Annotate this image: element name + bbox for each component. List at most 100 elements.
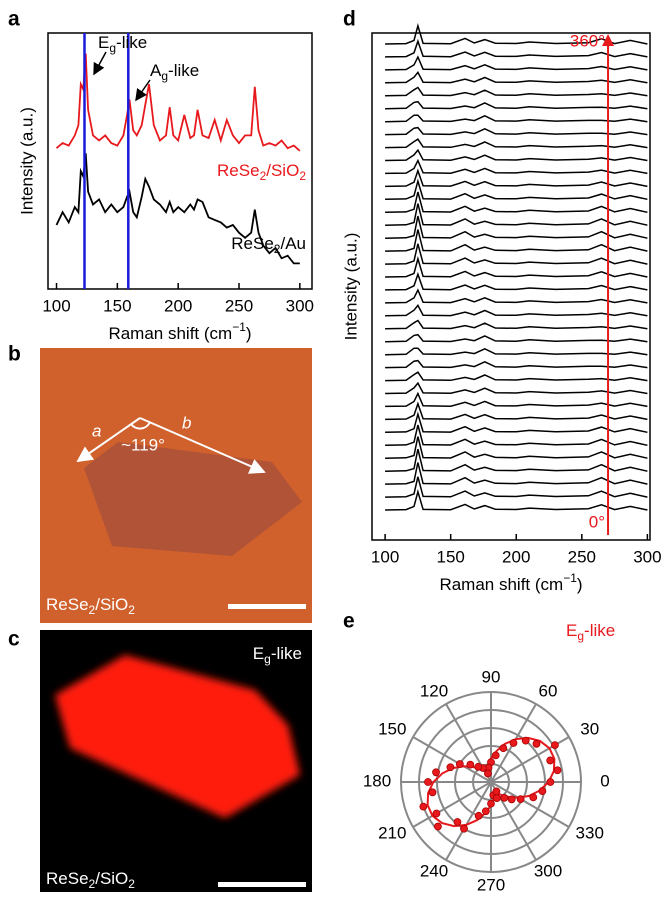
scale-bar xyxy=(218,882,306,887)
angle-arc xyxy=(130,421,151,430)
theta-tick-label: 180 xyxy=(363,771,391,790)
data-point xyxy=(474,811,483,820)
data-point xyxy=(453,818,462,826)
data-point xyxy=(538,787,547,795)
data-point xyxy=(492,787,501,796)
text-part: ) xyxy=(577,575,583,594)
data-point xyxy=(446,763,455,772)
spectrum-line xyxy=(385,178,648,201)
supscript: −1 xyxy=(232,320,246,334)
spectrum-line xyxy=(385,86,648,97)
radial-grid-line xyxy=(490,781,570,828)
data-point xyxy=(460,824,468,833)
ring-grid-line xyxy=(418,709,564,855)
text-part: E xyxy=(566,621,577,640)
spectrum-line xyxy=(385,304,648,317)
theta-tick-label: 60 xyxy=(539,681,558,700)
data-point xyxy=(419,802,428,811)
angle-label: ~119° xyxy=(121,435,165,454)
text-part: /SiO xyxy=(95,869,128,888)
text-part: /Au xyxy=(280,234,306,253)
data-point xyxy=(521,736,530,745)
plot-frame xyxy=(371,32,651,541)
x-tick-label: 250 xyxy=(225,296,253,315)
theta-tick-label: 120 xyxy=(420,681,448,700)
text-part: ReSe xyxy=(46,869,89,888)
theta-tick-label: 240 xyxy=(420,862,448,881)
spectrum-line xyxy=(385,138,648,149)
spectrum-line xyxy=(385,126,648,136)
caption: ReSe2/SiO2 xyxy=(46,595,135,617)
y-axis-label: Intensity (a.u.) xyxy=(17,107,36,215)
x-tick-label: 300 xyxy=(633,547,661,566)
subscript: g xyxy=(161,69,168,83)
caption: ReSe2/SiO2 xyxy=(46,869,135,891)
text-part: -like xyxy=(168,61,199,80)
spectrum-line xyxy=(385,448,648,472)
data-point xyxy=(546,778,555,786)
spectrum-line xyxy=(385,256,648,278)
angle-label: 360° xyxy=(570,31,605,50)
spectrum-line xyxy=(385,347,648,356)
text-part: -like xyxy=(584,621,615,640)
theta-tick-label: 210 xyxy=(378,823,406,842)
data-point xyxy=(500,793,509,802)
spectrum-line xyxy=(55,153,300,265)
data-point xyxy=(428,788,437,797)
spectrum-line xyxy=(385,436,648,459)
theta-tick-label: 300 xyxy=(534,862,562,881)
ring-grid-line xyxy=(436,727,546,837)
data-point xyxy=(532,739,541,748)
spectrum-line xyxy=(385,381,648,395)
spectrum-line xyxy=(385,411,648,434)
text-part: ReSe xyxy=(217,161,260,180)
x-tick-label: 100 xyxy=(42,296,70,315)
spectrum-line xyxy=(385,71,648,84)
scale-bar xyxy=(228,604,306,609)
x-axis-label: Raman shift (cm−1) xyxy=(108,320,251,343)
spectrum-line xyxy=(385,158,648,175)
x-tick-label: 200 xyxy=(502,547,530,566)
theta-tick-label: 90 xyxy=(482,667,501,686)
text-part: ReSe xyxy=(46,595,89,614)
text-part: /SiO xyxy=(95,595,128,614)
data-point xyxy=(551,741,559,749)
subscript: g xyxy=(264,652,271,666)
flake xyxy=(84,442,302,556)
x-tick-label: 150 xyxy=(436,547,464,566)
theta-tick-label: 270 xyxy=(477,875,505,894)
supscript: −1 xyxy=(563,571,577,585)
subscript: 2 xyxy=(260,169,267,183)
subscript: 2 xyxy=(128,603,135,617)
spectrum-line xyxy=(385,359,648,369)
spectrum-line xyxy=(385,229,648,252)
spectrum-line xyxy=(385,333,648,343)
angle-label: 0° xyxy=(589,512,605,531)
spectrum-line xyxy=(385,424,648,447)
text-part: Raman shift (cm xyxy=(108,324,232,343)
ring-grid-line xyxy=(400,691,582,873)
arrow-head xyxy=(602,34,615,46)
x-tick-label: 150 xyxy=(103,296,131,315)
data-point xyxy=(432,809,441,818)
spectrum-line xyxy=(385,55,648,71)
y-axis-label: Intensity (a.u.) xyxy=(341,233,360,341)
data-point xyxy=(432,768,440,777)
spectrum-line xyxy=(385,271,648,291)
theta-tick-label: 30 xyxy=(580,719,599,738)
spectrum-line xyxy=(385,288,648,304)
legend-label: ReSe2/Au xyxy=(231,234,306,256)
flake-map xyxy=(55,655,300,818)
spectrum-line xyxy=(385,243,648,265)
panel-letter: d xyxy=(343,8,356,31)
text-part: ReSe xyxy=(231,234,274,253)
subscript: 2 xyxy=(274,242,281,256)
data-point xyxy=(484,769,492,778)
mode-label: Eg-like xyxy=(253,644,302,666)
mode-label: Eg-like xyxy=(566,621,615,643)
data-point xyxy=(546,756,555,765)
data-point xyxy=(529,793,538,802)
spectrum-line xyxy=(385,38,648,58)
annotation-arrow xyxy=(93,51,107,76)
ring-grid-line xyxy=(454,745,528,819)
